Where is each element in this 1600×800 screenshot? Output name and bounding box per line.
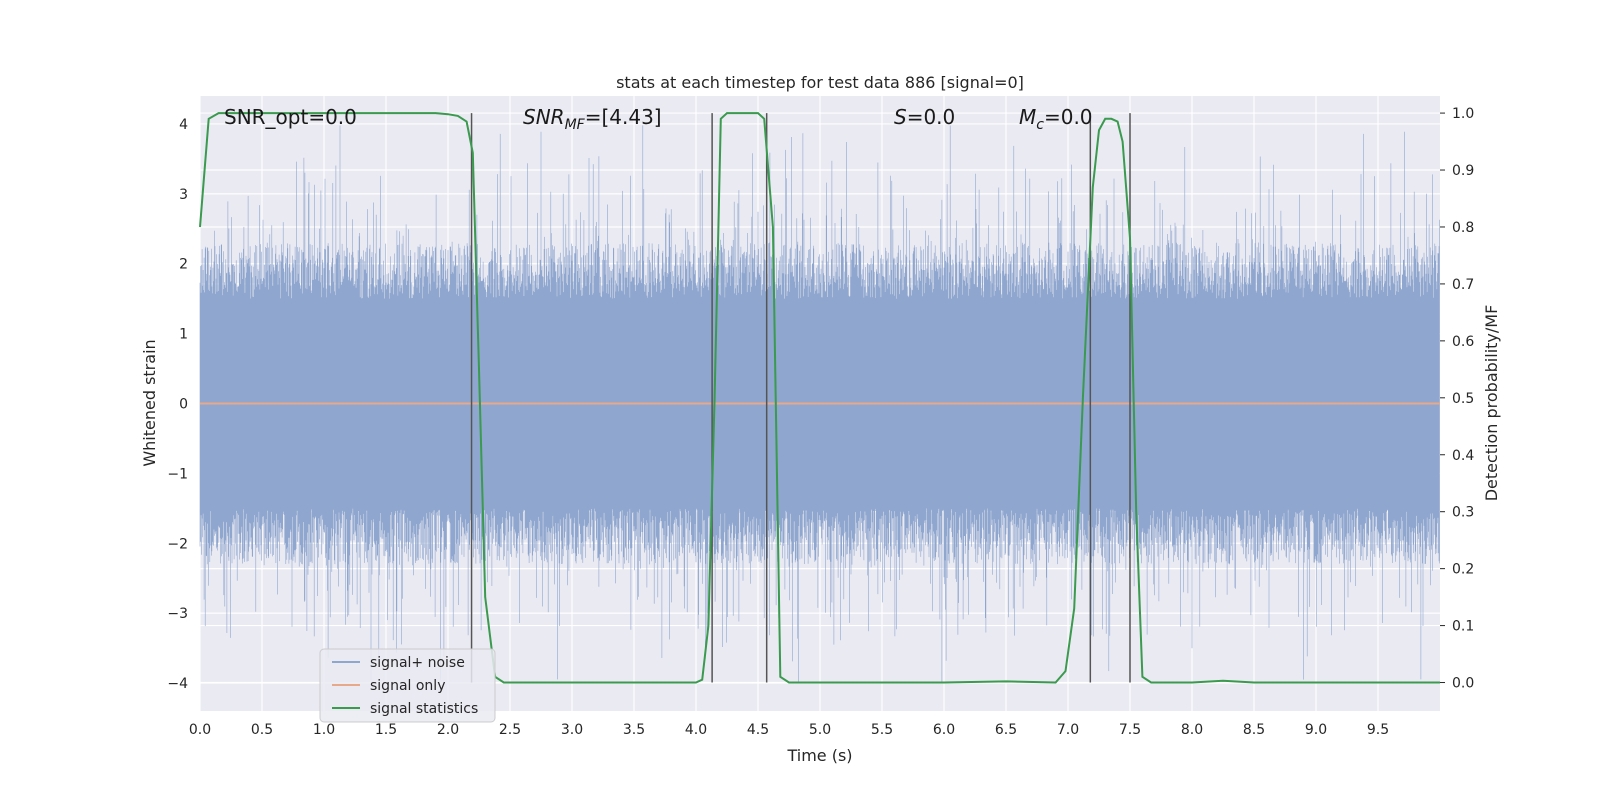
- annotation-snr-opt: SNR_opt=0.0: [224, 105, 357, 129]
- y-left-tick-labels: −4 −3 −2 −1 0 1 2 3 4: [167, 117, 188, 692]
- x-tick-label: 7.0: [1057, 722, 1079, 738]
- y-right-tick-label: 0.6: [1452, 334, 1474, 350]
- x-tick-label: 4.5: [747, 722, 769, 738]
- x-tick-label: 6.0: [933, 722, 955, 738]
- annotation-s-value: =0.0: [907, 105, 956, 129]
- y-left-tick-label: 4: [179, 117, 188, 133]
- annotation-snr-mf-value: =[4.43]: [585, 105, 662, 129]
- annotation-snr-mf-symbol: SNR: [523, 105, 565, 129]
- x-tick-label: 8.0: [1181, 722, 1203, 738]
- x-axis-label: Time (s): [786, 746, 852, 765]
- x-tick-label: 4.0: [685, 722, 707, 738]
- y-right-tick-label: 0.3: [1452, 505, 1474, 521]
- y-left-tick-label: −1: [167, 466, 188, 482]
- y-left-tick-label: −2: [167, 536, 188, 552]
- x-tick-label: 8.5: [1243, 722, 1265, 738]
- x-tick-label: 2.0: [437, 722, 459, 738]
- annotation-s-symbol: S: [894, 105, 907, 129]
- x-tick-label: 3.5: [623, 722, 645, 738]
- x-tick-label: 3.0: [561, 722, 583, 738]
- legend-box: [319, 648, 496, 723]
- y-right-tick-label: 0.9: [1452, 163, 1474, 179]
- x-tick-label: 9.5: [1367, 722, 1389, 738]
- signal-statistics-line: [199, 112, 1440, 684]
- y-left-tick-label: 3: [179, 187, 188, 203]
- x-tick-label: 0.5: [251, 722, 273, 738]
- x-tick-label: 0.0: [189, 722, 211, 738]
- x-tick-label: 9.0: [1305, 722, 1327, 738]
- x-tick-label: 2.5: [499, 722, 521, 738]
- x-tick-label: 6.5: [995, 722, 1017, 738]
- y-right-tick-label: 0.8: [1452, 220, 1474, 236]
- signal-noise-trace: [199, 125, 1440, 683]
- legend: signal+ noise signal only signal statist…: [319, 648, 496, 723]
- legend-label-signal-statistics: signal statistics: [370, 701, 478, 717]
- x-tick-labels: 0.0 0.5 1.0 1.5 2.0 2.5 3.0 3.5 4.0 4.5 5.0 5.5 6.0 6…: [189, 722, 1389, 738]
- y-left-tick-label: −3: [167, 606, 188, 622]
- annotation-snr-mf: SNRMF=[4.43]: [523, 105, 662, 133]
- legend-label-signal-noise: signal+ noise: [370, 655, 465, 671]
- y-right-tick-label: 0.4: [1452, 448, 1474, 464]
- y-right-tick-label: 0.7: [1452, 277, 1474, 293]
- y-left-tick-label: 1: [179, 327, 188, 343]
- vertical-markers: [470, 113, 1131, 683]
- chart-title: stats at each timestep for test data 886…: [616, 73, 1024, 92]
- y-right-tick-label: 0.5: [1452, 391, 1474, 407]
- annotation-mc-value: =0.0: [1044, 105, 1093, 129]
- y-axis-right-label: Detection probability/MF: [1482, 305, 1501, 502]
- y-right-tick-label: 1.0: [1452, 106, 1474, 122]
- y-right-tick-label: 0.0: [1452, 676, 1474, 692]
- y-axis-left-label: Whitened strain: [140, 339, 159, 466]
- annotation-s: S=0.0: [894, 105, 955, 129]
- x-tick-label: 1.0: [313, 722, 335, 738]
- y-right-tick-label: 0.2: [1452, 562, 1474, 578]
- x-tick-label: 7.5: [1119, 722, 1141, 738]
- signal-noise-series: [199, 125, 1440, 683]
- y-right-tick-label: 0.1: [1452, 619, 1474, 635]
- x-tick-label: 1.5: [375, 722, 397, 738]
- annotation-mc-subscript: c: [1036, 117, 1044, 133]
- y-left-tick-label: 0: [179, 397, 188, 413]
- annotation-snr-mf-subscript: MF: [565, 117, 586, 133]
- x-tick-label: 5.0: [809, 722, 831, 738]
- annotation-mc-symbol: M: [1019, 105, 1036, 129]
- x-tick-label: 5.5: [871, 722, 893, 738]
- legend-label-signal-only: signal only: [370, 678, 445, 694]
- annotation-mc: Mc=0.0: [1019, 105, 1093, 133]
- y-right-tick-labels: 0.0 0.1 0.2 0.3 0.4 0.5 0.6 0.7 0.8 0.9 1.0: [1440, 106, 1474, 692]
- y-left-tick-label: 2: [179, 257, 188, 273]
- y-left-tick-label: −4: [167, 676, 188, 692]
